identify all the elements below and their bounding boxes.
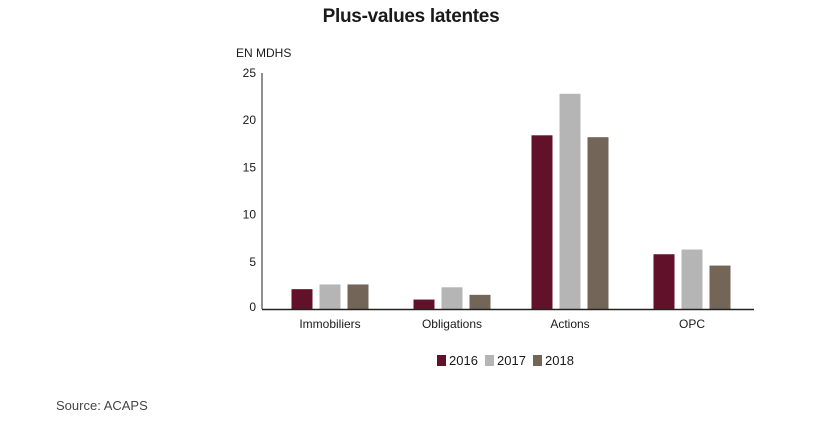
- bar-obligations-2017: [441, 287, 463, 309]
- x-axis: Immobiliers Obligations Actions OPC: [262, 308, 754, 331]
- x-category-label: Obligations: [422, 317, 482, 331]
- x-category-label: OPC: [679, 317, 705, 331]
- y-tick-label: 20: [243, 113, 257, 127]
- bar-opc-2017: [681, 249, 703, 309]
- y-axis-unit-label: EN MDHS: [236, 46, 291, 60]
- legend-swatch-2016: [437, 355, 446, 366]
- y-tick-label: 25: [243, 66, 257, 80]
- legend-label-2016: 2016: [449, 353, 478, 368]
- bar-opc-2016: [653, 254, 675, 309]
- bar-actions-2018: [587, 137, 609, 309]
- x-category-label: Actions: [550, 317, 589, 331]
- y-tick-label: 5: [249, 255, 256, 269]
- bar-actions-2017: [559, 93, 581, 309]
- y-tick-label: 0: [249, 300, 256, 314]
- legend-label-2018: 2018: [545, 353, 574, 368]
- legend-label-2017: 2017: [497, 353, 526, 368]
- x-category-label: Immobiliers: [299, 317, 360, 331]
- y-tick-label: 15: [243, 160, 257, 174]
- chart-title: Plus-values latentes: [322, 6, 500, 27]
- bar-obligations-2016: [413, 299, 435, 309]
- y-axis: EN MDHS 0 5 10 15 20 25: [236, 46, 291, 314]
- bar-obligations-2018: [469, 294, 491, 309]
- source-note: Source: ACAPS: [56, 398, 148, 413]
- bar-opc-2018: [709, 265, 731, 309]
- legend-swatch-2017: [485, 355, 494, 366]
- legend: 2016 2017 2018: [437, 353, 574, 368]
- y-tick-label: 10: [243, 208, 257, 222]
- bar-immobiliers-2018: [347, 284, 369, 309]
- bar-immobiliers-2017: [319, 284, 341, 309]
- legend-swatch-2018: [533, 355, 542, 366]
- bar-immobiliers-2016: [291, 289, 313, 309]
- bar-actions-2016: [531, 135, 553, 309]
- bars: [291, 93, 731, 309]
